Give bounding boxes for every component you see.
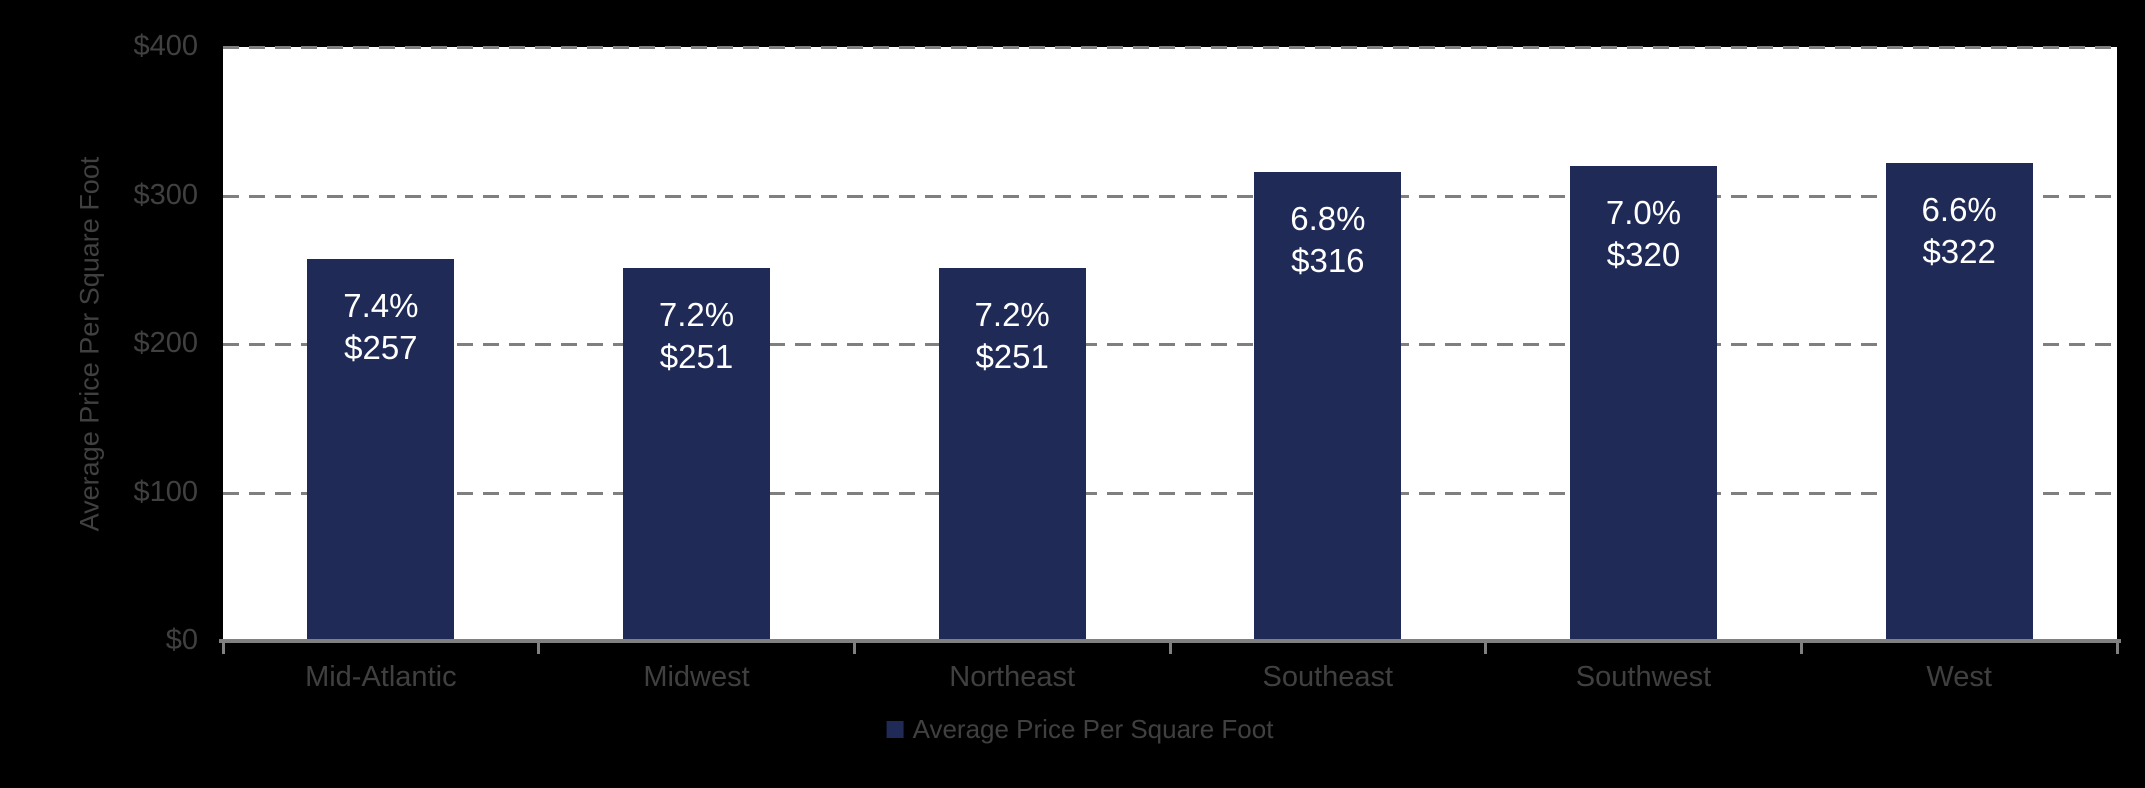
x-category-label-mid-atlantic: Mid-Atlantic: [305, 661, 457, 693]
bar-percent-label: 6.6%: [1921, 190, 1997, 228]
plot-area: [223, 46, 2117, 641]
bar-price-label: $320: [1606, 235, 1681, 273]
bar-percent-label: 7.4%: [343, 287, 419, 325]
bar-southeast: 6.8% $316: [1254, 171, 1402, 641]
x-tick-2: [852, 643, 856, 654]
bar-price-label: $257: [344, 329, 418, 367]
bar-midwest: 7.2% $251: [623, 268, 770, 641]
y-tick-label-300: $300: [133, 178, 198, 211]
legend: Average Price Per Square Foot: [886, 712, 1274, 746]
y-tick-label-0: $0: [165, 624, 198, 656]
y-tick-label-200: $200: [133, 327, 198, 359]
bar-mid-atlantic: 7.4% $257: [307, 259, 455, 641]
x-category-label-west: West: [1926, 661, 1992, 693]
legend-label: Average Price Per Square Foot: [912, 714, 1274, 744]
x-category-label-southeast: Southeast: [1262, 661, 1394, 693]
legend-marker-icon: [886, 720, 904, 738]
gridline-100: [223, 491, 2117, 495]
x-tick-5: [1799, 643, 1803, 654]
x-axis-line: [219, 639, 2121, 643]
bar-price-label: $322: [1922, 232, 1996, 270]
x-category-label-northeast: Northeast: [949, 661, 1076, 693]
x-tick-4: [1484, 643, 1488, 654]
bar-price-label: $316: [1291, 241, 1365, 279]
gridline-200: [223, 343, 2117, 346]
x-category-label-midwest: Midwest: [643, 661, 750, 693]
bar-percent-label: 7.0%: [1605, 193, 1682, 231]
y-axis-title: Average Price Per Square Foot: [74, 156, 105, 532]
x-category-label-southwest: Southwest: [1575, 661, 1712, 693]
y-tick-label-100: $100: [133, 475, 198, 508]
bar-percent-label: 7.2%: [658, 296, 735, 334]
bar-west: 6.6% $322: [1885, 162, 2033, 641]
bar-percent-label: 6.8%: [1290, 199, 1366, 237]
gridline-300: [223, 194, 2117, 198]
gridline-400: [223, 46, 2117, 49]
x-tick-1: [537, 643, 541, 654]
bar-percent-label: 7.2%: [974, 296, 1050, 334]
y-tick-label-400: $400: [133, 30, 198, 62]
bar-price-label: $251: [659, 338, 734, 376]
bar-northeast: 7.2% $251: [938, 268, 1086, 641]
x-tick-0: [221, 643, 225, 654]
bar-price-label: $251: [975, 338, 1049, 376]
x-tick-3: [1168, 643, 1172, 654]
bar-southwest: 7.0% $320: [1570, 165, 1717, 641]
x-tick-6: [2115, 643, 2119, 654]
